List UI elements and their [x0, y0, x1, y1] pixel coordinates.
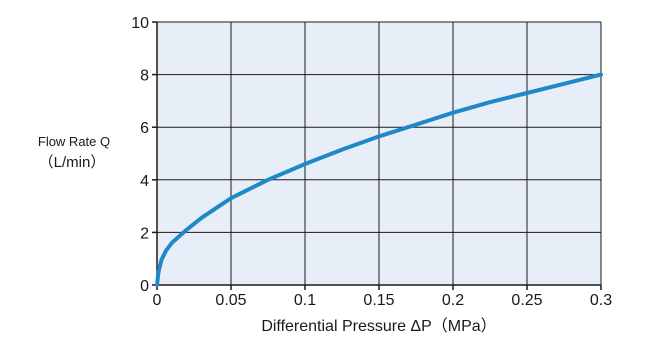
- y-tick-label: 2: [140, 225, 149, 242]
- x-tick-label: 0.2: [442, 292, 464, 309]
- x-tick-label: 0.15: [363, 292, 394, 309]
- x-tick-label: 0.1: [294, 292, 316, 309]
- x-tick-label: 0: [153, 292, 162, 309]
- y-tick-label: 8: [140, 68, 149, 85]
- x-tick-label: 0.3: [590, 292, 612, 309]
- y-tick-label: 6: [140, 120, 149, 137]
- y-axis-label-line2: （L/min）: [39, 154, 106, 171]
- y-tick-label: 0: [140, 278, 149, 295]
- y-tick-label: 4: [140, 173, 149, 190]
- y-tick-label: 10: [131, 15, 149, 32]
- x-tick-label: 0.25: [511, 292, 542, 309]
- tick-labels: 0 2 4 6 8 10 0 0.05 0.1 0.15 0.2 0.25 0.3: [131, 15, 612, 309]
- x-tick-label: 0.05: [215, 292, 246, 309]
- grid: [157, 21, 602, 285]
- axes: [152, 21, 602, 290]
- series-layer: [155, 72, 603, 287]
- series-line: [155, 72, 603, 287]
- x-axis-label: Differential Pressure ΔP（MPa）: [261, 317, 496, 335]
- y-axis-label-line1: Flow Rate Q: [38, 134, 110, 149]
